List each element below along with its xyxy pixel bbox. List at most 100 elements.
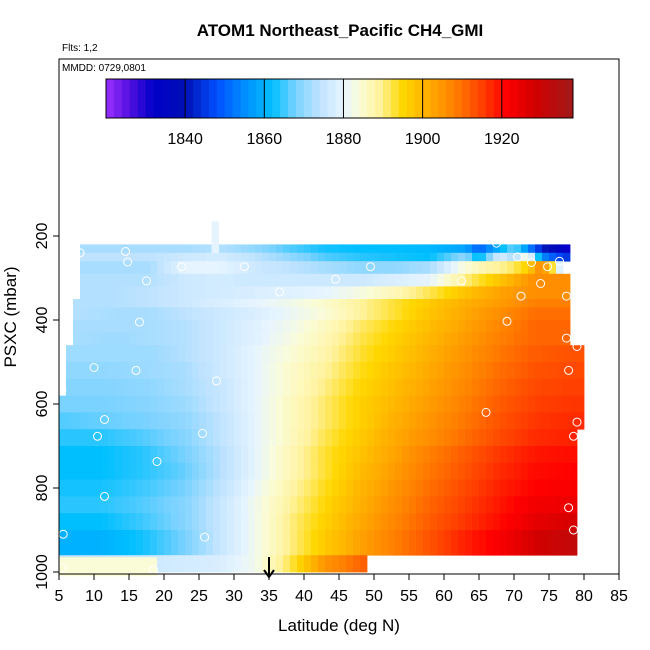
heatmap-cell (493, 362, 501, 380)
heatmap-cell (171, 395, 179, 413)
heatmap-cell (241, 479, 249, 497)
heatmap-cell (381, 252, 389, 262)
heatmap-cell (388, 513, 396, 531)
heatmap-cell (66, 530, 74, 556)
colorbar-band (557, 79, 566, 118)
heatmap-cell (297, 429, 305, 447)
heatmap-cell (178, 332, 186, 346)
heatmap-cell (367, 345, 375, 363)
heatmap-cell (255, 273, 263, 287)
heatmap-cell (220, 462, 228, 480)
heatmap-cell (402, 320, 410, 333)
heatmap-cell (402, 395, 410, 413)
heatmap-cell (59, 429, 67, 447)
heatmap-cell (94, 345, 102, 363)
heatmap-cell (507, 446, 515, 464)
heatmap-cell (360, 555, 368, 573)
heatmap-cell (269, 378, 277, 396)
heatmap-cell (563, 345, 571, 363)
colorbar-band (446, 79, 455, 118)
heatmap-cell (339, 286, 347, 300)
heatmap-cell (479, 530, 487, 556)
heatmap-cell (241, 446, 249, 464)
heatmap-cell (318, 479, 326, 497)
heatmap-cell (402, 345, 410, 363)
heatmap-cell (136, 429, 144, 447)
heatmap-cell (542, 252, 550, 262)
colorbar-band (288, 79, 297, 118)
heatmap-cell (570, 412, 578, 430)
heatmap-cell (416, 362, 424, 380)
heatmap-cell (211, 221, 219, 254)
heatmap-cell (458, 332, 466, 346)
heatmap-cell (157, 479, 165, 497)
heatmap-cell (367, 395, 375, 413)
heatmap-cell (262, 429, 270, 447)
heatmap-cell (150, 273, 158, 287)
heatmap-cell (437, 513, 445, 531)
heatmap-cell (465, 273, 473, 287)
heatmap-cell (150, 362, 158, 380)
heatmap-cell (283, 307, 291, 321)
heatmap-cell (367, 307, 375, 321)
x-tick-label: 35 (260, 588, 278, 605)
heatmap-cell (402, 496, 410, 514)
heatmap-cell (430, 252, 438, 262)
heatmap-cell (542, 286, 550, 300)
heatmap-cell (542, 530, 550, 556)
heatmap-cell (150, 345, 158, 363)
heatmap-cell (556, 286, 564, 300)
heatmap-cell (318, 299, 326, 308)
heatmap-cell (108, 446, 116, 464)
heatmap-cell (507, 496, 515, 514)
heatmap-cell (164, 555, 172, 573)
heatmap-cell (430, 307, 438, 321)
heatmap-cell (234, 479, 242, 497)
heatmap-cell (101, 429, 109, 447)
heatmap-cell (80, 412, 88, 430)
heatmap-cell (402, 307, 410, 321)
heatmap-cell (325, 496, 333, 514)
heatmap-cell (220, 479, 228, 497)
heatmap-cell (276, 320, 284, 333)
heatmap-cell (241, 429, 249, 447)
heatmap-cell (500, 299, 508, 308)
heatmap-cell (304, 479, 312, 497)
heatmap-cell (108, 412, 116, 430)
heatmap-cell (528, 446, 536, 464)
heatmap-cell (402, 378, 410, 396)
heatmap-cell (528, 307, 536, 321)
heatmap-cell (101, 273, 109, 287)
heatmap-cell (500, 530, 508, 556)
heatmap-cell (157, 395, 165, 413)
heatmap-cell (94, 412, 102, 430)
heatmap-cell (206, 320, 214, 333)
heatmap-cell (143, 286, 151, 300)
heatmap-cell (486, 412, 494, 430)
heatmap-cell (185, 244, 193, 254)
heatmap-cell (402, 362, 410, 380)
heatmap-cell (332, 332, 340, 346)
heatmap-cell (122, 261, 130, 275)
heatmap-cell (514, 479, 522, 497)
heatmap-cell (486, 395, 494, 413)
heatmap-cell (297, 332, 305, 346)
heatmap-cell (395, 261, 403, 275)
heatmap-cell (171, 429, 179, 447)
heatmap-cell (395, 332, 403, 346)
heatmap-cell (269, 261, 277, 275)
heatmap-cell (248, 273, 256, 287)
heatmap-cell (528, 429, 536, 447)
heatmap-cell (66, 429, 74, 447)
heatmap-cell (416, 299, 424, 308)
heatmap-cell (94, 252, 102, 262)
heatmap-cell (514, 362, 522, 380)
heatmap-cell (276, 261, 284, 275)
colorbar-band (327, 79, 337, 118)
heatmap-cell (367, 462, 375, 480)
heatmap-cell (199, 261, 207, 275)
heatmap-cell (80, 362, 88, 380)
heatmap-cell (521, 378, 529, 396)
heatmap-cell (325, 345, 333, 363)
heatmap-cell (458, 496, 466, 514)
